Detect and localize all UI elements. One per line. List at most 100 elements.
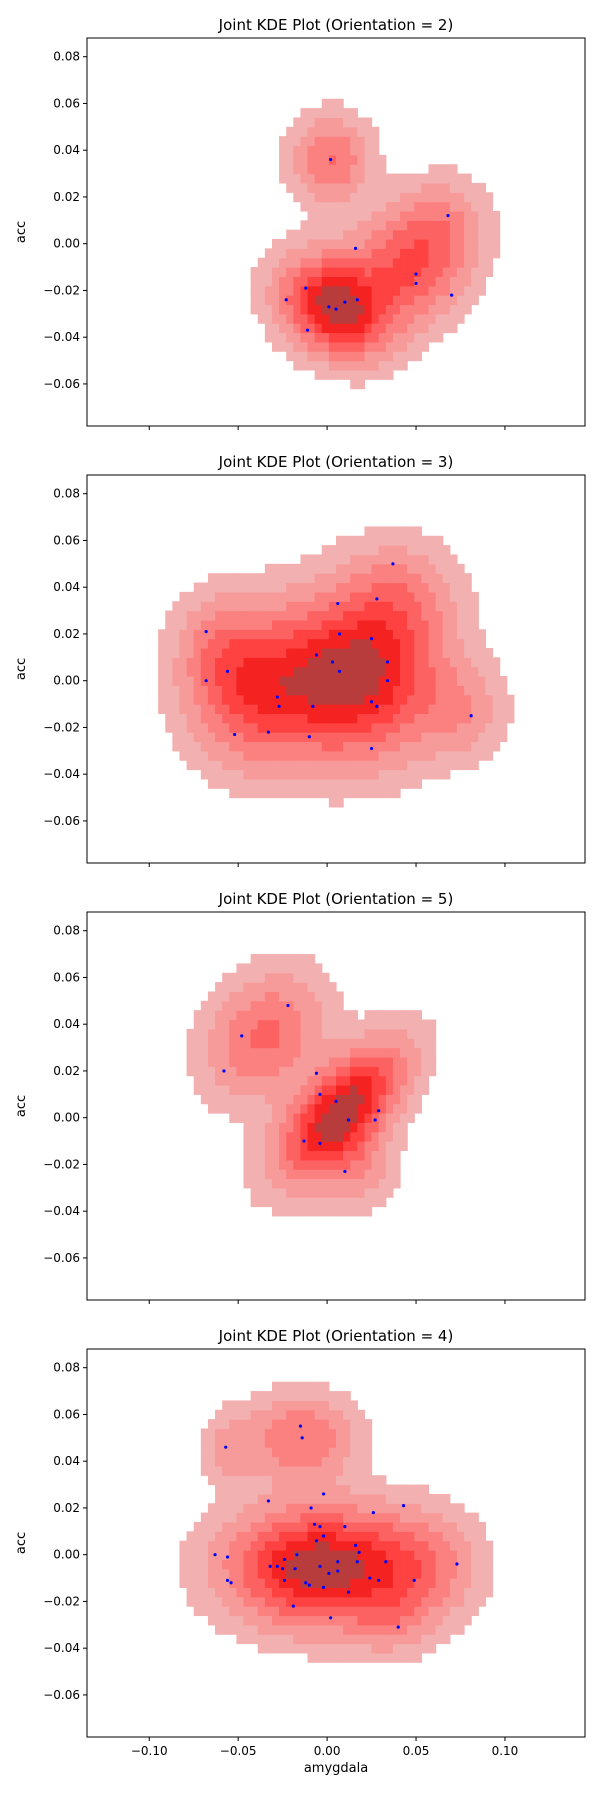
y-tick-label: −0.06: [43, 377, 80, 391]
x-tick-label: −0.05: [220, 1744, 257, 1758]
data-point: [334, 1099, 338, 1103]
data-point: [357, 1550, 361, 1554]
data-point: [291, 1604, 295, 1608]
data-point: [414, 281, 418, 286]
data-point: [281, 1567, 285, 1571]
data-point: [353, 1543, 358, 1547]
data-point: [304, 286, 308, 290]
kde-fill: [179, 1381, 494, 1663]
data-point: [375, 597, 379, 601]
chart-title: Joint KDE Plot (Orientation = 4): [218, 1327, 454, 1345]
data-point: [455, 1562, 459, 1566]
data-point: [305, 328, 310, 332]
data-point: [414, 272, 418, 276]
data-point: [385, 660, 390, 664]
data-point: [240, 1034, 244, 1038]
y-tick-label: 0.06: [53, 96, 80, 110]
data-point: [385, 679, 390, 683]
y-tick-label: 0.00: [53, 1548, 80, 1562]
x-axis-label: amygdala: [304, 1761, 368, 1776]
chart-title: Joint KDE Plot (Orientation = 5): [218, 890, 454, 908]
y-tick-label: 0.02: [53, 190, 80, 204]
y-axis-label: acc: [14, 1095, 29, 1117]
data-point: [412, 1578, 416, 1582]
data-point: [446, 214, 450, 218]
y-tick-label: −0.04: [43, 1641, 80, 1655]
axes-frame: [86, 1348, 586, 1738]
data-point: [336, 601, 340, 606]
data-point: [368, 1576, 372, 1580]
data-point: [330, 660, 335, 664]
data-point: [293, 1567, 297, 1571]
y-tick-label: 0.04: [53, 580, 80, 594]
kde-fill: [186, 954, 437, 1217]
data-point: [346, 1118, 351, 1122]
data-point: [295, 1553, 299, 1557]
data-point: [353, 246, 358, 250]
data-point: [321, 1534, 326, 1538]
data-point: [343, 1525, 347, 1529]
data-point: [318, 1564, 322, 1568]
chart-title: Joint KDE Plot (Orientation = 3): [218, 453, 454, 471]
data-point: [307, 1583, 311, 1587]
y-tick-label: −0.06: [43, 814, 80, 828]
data-point: [336, 1569, 340, 1573]
data-point: [307, 735, 311, 739]
y-tick-label: 0.06: [53, 533, 80, 547]
data-point: [355, 1560, 359, 1564]
data-point: [391, 562, 395, 566]
data-point: [375, 704, 379, 708]
data-point: [321, 1492, 326, 1496]
data-point: [469, 714, 473, 718]
data-point: [318, 1525, 322, 1529]
x-tick-label: 0.10: [492, 1744, 519, 1758]
data-point: [268, 1564, 272, 1568]
data-point: [282, 1578, 287, 1582]
y-axis-label: acc: [14, 1532, 29, 1554]
axes-frame: [86, 474, 586, 864]
data-point: [313, 1522, 317, 1526]
chart-title: Joint KDE Plot (Orientation = 2): [218, 16, 454, 34]
kde-fill: [250, 98, 501, 390]
data-point: [377, 1578, 381, 1582]
data-point: [298, 1424, 303, 1428]
data-point: [336, 1560, 340, 1564]
data-point: [213, 1553, 217, 1557]
y-tick-label: −0.04: [43, 330, 80, 344]
y-tick-label: 0.08: [53, 50, 80, 64]
y-tick-label: 0.02: [53, 1064, 80, 1078]
y-tick-label: 0.04: [53, 1454, 80, 1468]
y-tick-label: 0.06: [53, 970, 80, 984]
y-tick-label: 0.04: [53, 1017, 80, 1031]
data-point: [314, 1071, 319, 1075]
data-point: [225, 1555, 230, 1559]
y-axis-label: acc: [14, 658, 29, 680]
y-tick-label: −0.02: [43, 1157, 80, 1171]
y-tick-label: 0.08: [53, 487, 80, 501]
data-point: [225, 669, 230, 673]
data-point: [373, 1118, 377, 1122]
y-tick-label: 0.02: [53, 1501, 80, 1515]
data-point: [314, 653, 319, 657]
data-point: [337, 669, 342, 673]
data-point: [300, 1436, 304, 1440]
x-tick-label: 0.05: [403, 1744, 430, 1758]
data-point: [277, 704, 281, 708]
data-point: [286, 1003, 290, 1008]
data-point: [355, 298, 359, 302]
x-tick-label: 0.00: [314, 1744, 341, 1758]
data-point: [329, 1616, 333, 1620]
data-point: [225, 1578, 230, 1582]
data-point: [371, 1511, 375, 1515]
y-tick-label: 0.08: [53, 924, 80, 938]
data-point: [334, 307, 338, 311]
data-point: [314, 1539, 319, 1543]
axes-frame: [86, 911, 586, 1301]
data-point: [204, 630, 208, 634]
data-point: [229, 1581, 233, 1585]
chart-panel-1: −0.06 −0.04 −0.02 0.00 0.02 0.04 0.06 0.08 Joint…: [14, 16, 586, 430]
y-tick-label: 0.00: [53, 674, 80, 688]
data-point: [327, 305, 331, 309]
y-tick-label: 0.02: [53, 627, 80, 641]
